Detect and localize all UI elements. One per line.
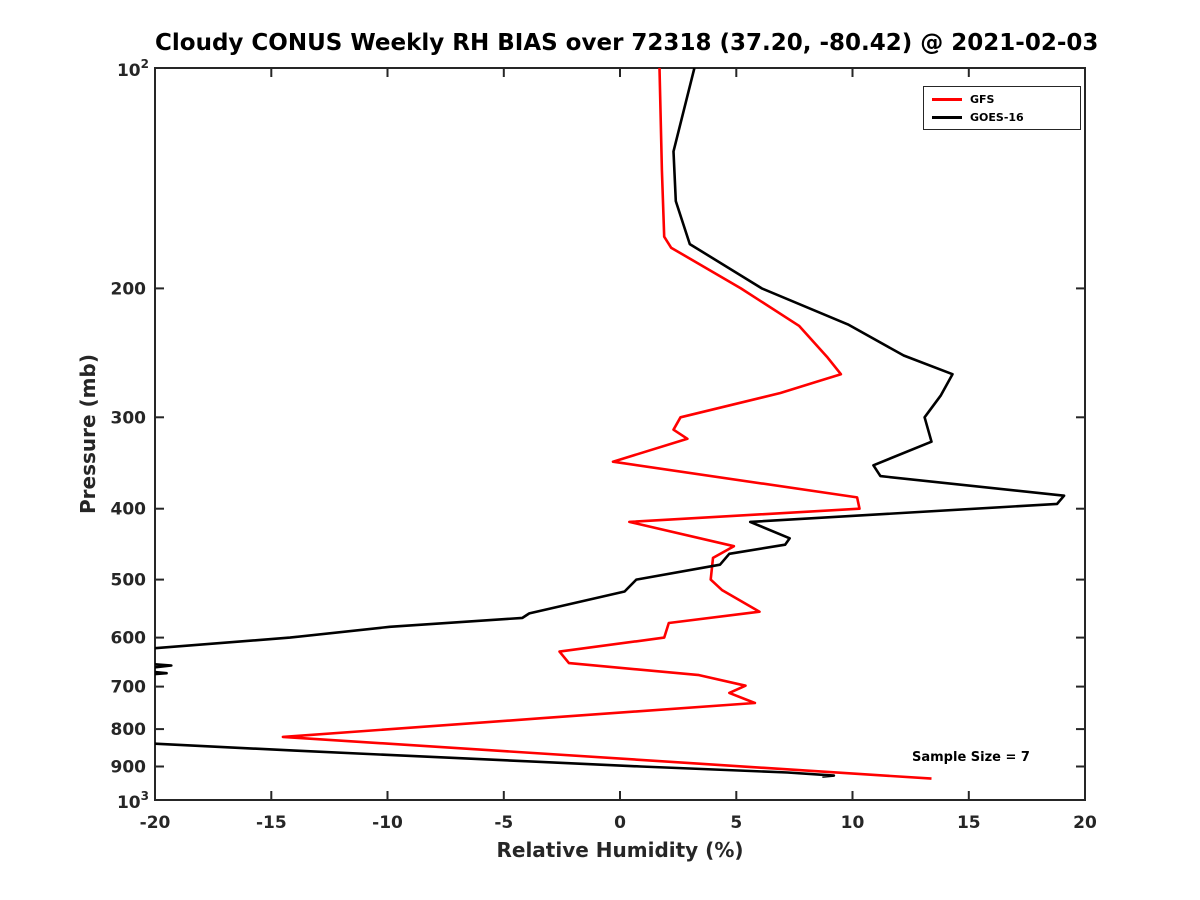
x-tick-label: -15 (256, 813, 287, 833)
legend-label-goes16: GOES-16 (970, 110, 1024, 124)
y-endpoint-label: 103 (117, 789, 149, 813)
x-tick-label: 0 (614, 813, 626, 833)
sample-size-annotation: Sample Size = 7 (912, 750, 1030, 765)
legend: GFS GOES-16 (923, 86, 1081, 130)
y-tick-label: 800 (111, 720, 147, 740)
legend-entry-goes16: GOES-16 (932, 111, 1072, 123)
x-tick-label: -20 (140, 813, 171, 833)
legend-label-gfs: GFS (970, 92, 995, 106)
axes-box (154, 67, 1086, 801)
series-line-goes-16 (155, 68, 1066, 778)
x-tick-label: -10 (372, 813, 403, 833)
legend-entry-gfs: GFS (932, 93, 1072, 105)
y-tick-label: 200 (111, 279, 147, 299)
goes16-line-sample (932, 115, 962, 119)
chart-title: Cloudy CONUS Weekly RH BIAS over 72318 (… (155, 30, 1099, 56)
y-tick-label: 600 (111, 629, 147, 649)
y-axis-label: Pressure (mb) (76, 354, 100, 514)
y-tick-label: 500 (111, 571, 147, 591)
x-tick-label: -5 (494, 813, 513, 833)
y-tick-label: 400 (111, 500, 147, 520)
x-axis-label: Relative Humidity (%) (496, 838, 744, 862)
x-tick-label: 20 (1073, 813, 1097, 833)
gfs-line-sample (932, 97, 962, 101)
series-line-gfs (281, 68, 932, 780)
y-tick-label: 900 (111, 758, 147, 778)
x-tick-label: 10 (841, 813, 865, 833)
y-tick-label: 300 (111, 408, 147, 428)
y-endpoint-label: 102 (117, 57, 149, 81)
y-tick-label: 700 (111, 678, 147, 698)
x-tick-label: 5 (730, 813, 742, 833)
x-tick-label: 15 (957, 813, 981, 833)
